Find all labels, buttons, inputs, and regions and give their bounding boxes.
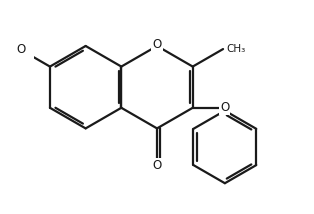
Text: CH₃: CH₃	[226, 44, 246, 54]
Text: O: O	[17, 43, 26, 56]
Text: O: O	[152, 159, 162, 172]
Text: O: O	[220, 101, 230, 114]
Text: O: O	[152, 38, 162, 51]
